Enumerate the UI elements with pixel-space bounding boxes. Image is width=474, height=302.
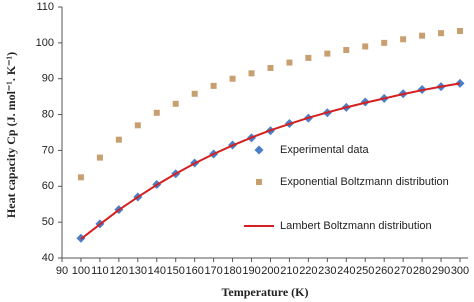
square-marker <box>96 154 103 161</box>
square-marker <box>248 70 255 77</box>
legend-label: Exponential Boltzmann distribution <box>280 176 449 188</box>
square-marker <box>400 36 407 43</box>
x-tick-label: 100 <box>72 265 90 277</box>
x-tick-label: 170 <box>204 265 222 277</box>
x-tick-label: 150 <box>167 265 185 277</box>
x-tick-label: 280 <box>413 265 431 277</box>
x-tick-label: 90 <box>56 265 68 277</box>
square-marker <box>256 179 262 185</box>
square-marker <box>172 100 179 107</box>
square-marker <box>267 64 274 71</box>
x-tick-label: 130 <box>129 265 147 277</box>
x-tick-label: 240 <box>337 265 355 277</box>
x-tick-label: 140 <box>148 265 166 277</box>
y-axis-title: Heat capacity Cp (J. mol⁻¹. K⁻¹) <box>4 52 18 218</box>
square-marker <box>134 122 141 129</box>
square-marker <box>286 59 293 66</box>
x-tick-label: 300 <box>451 265 469 277</box>
diamond-marker <box>254 145 264 155</box>
square-marker <box>153 109 160 116</box>
y-tick-label: 80 <box>42 108 54 120</box>
square-marker <box>305 54 312 61</box>
y-tick-label: 90 <box>42 73 54 85</box>
x-tick-label: 230 <box>318 265 336 277</box>
y-tick-label: 110 <box>36 1 54 13</box>
x-tick-label: 210 <box>280 265 298 277</box>
y-tick-label: 40 <box>42 252 54 264</box>
square-marker <box>419 32 426 39</box>
square-marker <box>438 30 445 37</box>
x-tick-label: 110 <box>91 265 109 277</box>
square-marker <box>191 90 198 97</box>
square-marker <box>343 47 350 54</box>
square-marker <box>324 50 331 57</box>
y-tick-label: 70 <box>42 144 54 156</box>
x-tick-label: 190 <box>242 265 260 277</box>
x-tick-label: 200 <box>261 265 279 277</box>
square-marker <box>362 43 369 50</box>
x-axis-title: Temperature (K) <box>222 285 309 299</box>
x-tick-label: 250 <box>356 265 374 277</box>
legend-label: Lambert Boltzmann distribution <box>280 220 432 232</box>
x-tick-label: 290 <box>432 265 450 277</box>
x-tick-label: 260 <box>375 265 393 277</box>
y-tick-label: 50 <box>42 216 54 228</box>
series-line <box>80 82 461 240</box>
square-marker <box>381 39 388 46</box>
square-marker <box>457 28 463 35</box>
x-tick-label: 270 <box>394 265 412 277</box>
x-tick-label: 220 <box>299 265 317 277</box>
square-marker <box>210 82 217 89</box>
x-tick-label: 180 <box>223 265 241 277</box>
x-tick-label: 120 <box>110 265 128 277</box>
square-marker <box>229 75 236 82</box>
legend-label: Experimental data <box>280 144 370 156</box>
y-tick-label: 100 <box>36 37 54 49</box>
square-marker <box>77 174 84 181</box>
y-tick-label: 60 <box>42 180 54 192</box>
square-marker <box>115 136 122 143</box>
x-tick-label: 160 <box>185 265 203 277</box>
